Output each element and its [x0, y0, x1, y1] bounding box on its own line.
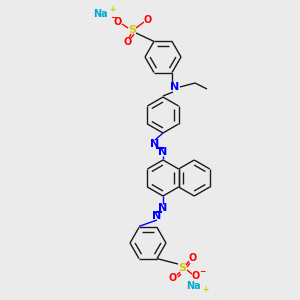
Text: N: N — [152, 211, 162, 221]
Text: O: O — [114, 17, 122, 27]
Text: N: N — [170, 82, 180, 92]
Text: S: S — [128, 25, 136, 35]
Text: O: O — [124, 37, 132, 47]
Text: Na: Na — [93, 9, 107, 19]
Text: O: O — [189, 253, 197, 263]
Text: N: N — [158, 147, 168, 157]
Text: O: O — [192, 271, 200, 281]
Text: O: O — [144, 15, 152, 25]
Text: +: + — [109, 5, 115, 14]
Text: +: + — [202, 286, 208, 295]
Text: −: − — [110, 14, 116, 22]
Text: S: S — [178, 263, 186, 273]
Text: Na: Na — [186, 281, 200, 291]
Text: O: O — [169, 273, 177, 283]
Text: N: N — [158, 203, 168, 213]
Text: −: − — [199, 268, 205, 277]
Text: N: N — [150, 139, 160, 149]
